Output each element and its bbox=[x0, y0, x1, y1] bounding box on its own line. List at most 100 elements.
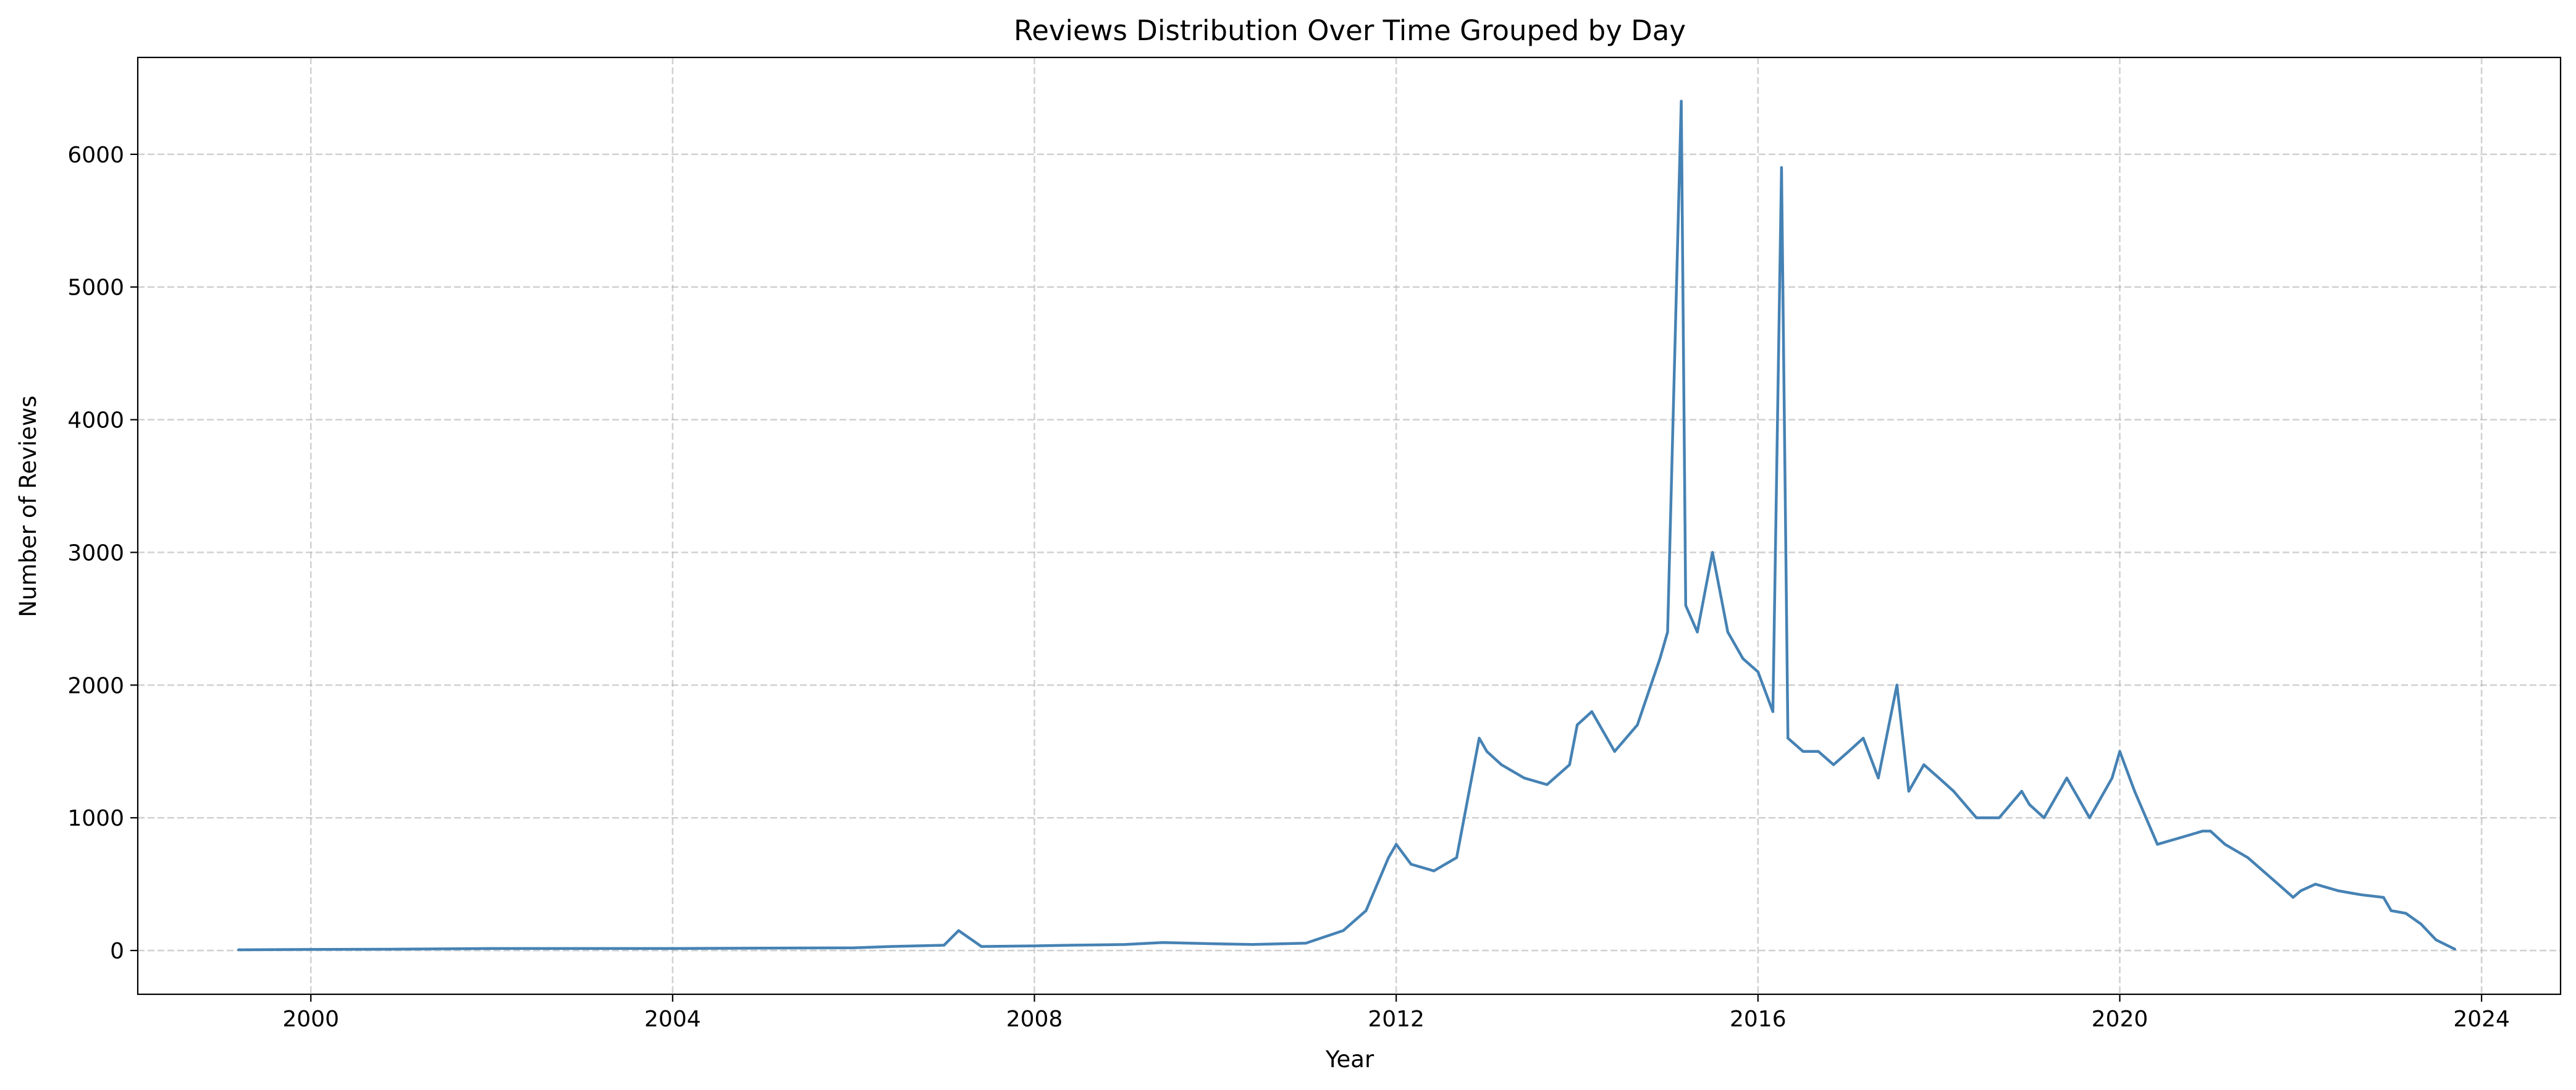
data-point bbox=[1756, 670, 1759, 674]
data-point bbox=[1365, 909, 1368, 912]
data-point bbox=[2028, 803, 2031, 806]
data-point bbox=[1817, 750, 1820, 753]
data-point bbox=[1787, 737, 1790, 740]
data-point bbox=[1636, 723, 1639, 727]
x-tick-label: 2024 bbox=[2453, 1007, 2510, 1032]
data-point bbox=[2088, 816, 2091, 820]
data-point bbox=[2156, 843, 2159, 846]
data-point bbox=[2223, 843, 2226, 846]
x-axis-label: Year bbox=[1325, 1046, 1374, 1073]
data-point bbox=[1161, 941, 1164, 944]
data-point bbox=[890, 945, 893, 948]
x-tick-label: 2000 bbox=[282, 1007, 339, 1032]
data-point bbox=[2110, 776, 2114, 780]
series-layer bbox=[237, 99, 2456, 952]
data-point bbox=[1696, 631, 1699, 634]
y-tick-label: 3000 bbox=[67, 540, 124, 566]
data-point bbox=[1432, 870, 1436, 873]
data-point bbox=[2133, 790, 2136, 793]
data-point bbox=[2118, 750, 2121, 753]
data-point bbox=[1613, 750, 1616, 753]
data-point bbox=[1937, 776, 1940, 780]
plot-frame bbox=[137, 56, 2562, 996]
series-line-0 bbox=[238, 99, 2456, 952]
data-point bbox=[1680, 99, 1683, 103]
data-point bbox=[1711, 551, 1714, 554]
y-tick-label: 2000 bbox=[67, 673, 124, 698]
data-point bbox=[237, 948, 240, 952]
data-point bbox=[2404, 912, 2407, 915]
data-point bbox=[2336, 889, 2340, 892]
y-tick-label: 6000 bbox=[67, 143, 124, 168]
data-point bbox=[1771, 710, 1775, 713]
x-tick-label: 2012 bbox=[1368, 1007, 1425, 1032]
data-point bbox=[2382, 895, 2385, 899]
data-point bbox=[1862, 737, 1865, 740]
data-point bbox=[1124, 943, 1127, 946]
data-point bbox=[852, 946, 856, 950]
x-axis: 2000 2004 2008 2012 2016 2020 2024 bbox=[282, 994, 2510, 1032]
data-point bbox=[1590, 710, 1593, 713]
data-point bbox=[1395, 843, 1398, 846]
data-point bbox=[2389, 909, 2393, 912]
data-point bbox=[1500, 763, 1503, 766]
data-point bbox=[2209, 829, 2212, 832]
data-point bbox=[1780, 166, 1783, 169]
data-point bbox=[1214, 942, 1217, 945]
data-point bbox=[2042, 816, 2045, 820]
y-axis: 0 1000 2000 3000 4000 5000 6000 bbox=[67, 143, 138, 964]
y-axis-label: Number of Reviews bbox=[15, 395, 41, 617]
data-point bbox=[671, 947, 675, 950]
data-point bbox=[2246, 856, 2249, 859]
x-tick-label: 2016 bbox=[1730, 1007, 1787, 1032]
data-point bbox=[1523, 776, 1526, 780]
data-point bbox=[1485, 750, 1489, 753]
data-point bbox=[1877, 776, 1880, 780]
data-point bbox=[943, 944, 946, 947]
data-point bbox=[2314, 882, 2317, 886]
data-point bbox=[1998, 816, 2001, 820]
y-tick-label: 1000 bbox=[67, 806, 124, 831]
data-point bbox=[1576, 723, 1579, 727]
x-tick-label: 2004 bbox=[644, 1007, 701, 1032]
data-point bbox=[1455, 856, 1458, 859]
data-point bbox=[2020, 790, 2023, 793]
data-point bbox=[1342, 929, 1345, 933]
data-point bbox=[2435, 938, 2438, 942]
data-point bbox=[400, 947, 403, 951]
grid bbox=[138, 57, 2561, 994]
data-point bbox=[490, 947, 494, 950]
data-point bbox=[581, 947, 584, 950]
data-point bbox=[2299, 889, 2302, 892]
data-point bbox=[957, 929, 961, 933]
data-point bbox=[1952, 790, 1955, 793]
data-point bbox=[1741, 657, 1745, 660]
data-point bbox=[1895, 684, 1898, 687]
data-point bbox=[2065, 776, 2068, 780]
data-point bbox=[1387, 856, 1390, 859]
data-point bbox=[1304, 942, 1307, 945]
data-point bbox=[1975, 816, 1978, 820]
data-point bbox=[2291, 895, 2295, 899]
data-point bbox=[1907, 790, 1911, 793]
data-point bbox=[1546, 783, 1549, 786]
data-point bbox=[1568, 763, 1571, 766]
x-tick-label: 2008 bbox=[1006, 1007, 1063, 1032]
data-point bbox=[1832, 763, 1835, 766]
data-point bbox=[2201, 829, 2204, 832]
data-point bbox=[762, 947, 765, 950]
data-point bbox=[1251, 943, 1255, 946]
data-point bbox=[1658, 657, 1662, 660]
data-point bbox=[2179, 836, 2182, 839]
data-point bbox=[2419, 922, 2423, 926]
data-point bbox=[1071, 944, 1074, 947]
data-point bbox=[1684, 604, 1687, 607]
data-point bbox=[980, 945, 983, 948]
data-point bbox=[1801, 750, 1804, 753]
data-point bbox=[1922, 763, 1926, 766]
data-point bbox=[2453, 947, 2456, 951]
y-tick-label: 0 bbox=[110, 939, 124, 964]
data-point bbox=[1847, 750, 1850, 753]
data-point bbox=[1033, 944, 1036, 947]
data-point bbox=[1726, 631, 1730, 634]
